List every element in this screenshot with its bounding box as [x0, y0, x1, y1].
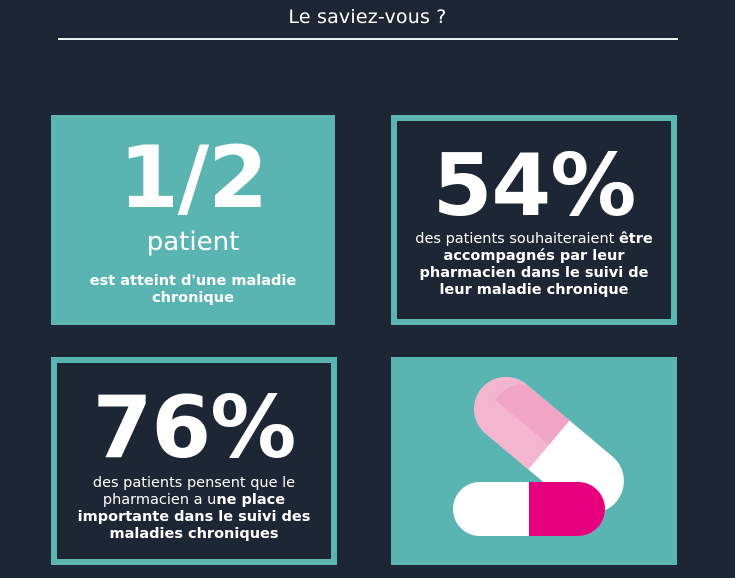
stat-description-regular: des patients pensent que le pharmacien a…: [92, 475, 296, 508]
stat-description: des patients pensent que le pharmacien a…: [57, 475, 331, 543]
title-divider: [58, 38, 678, 40]
stat-description-bold: être accompagnés par leur pharmacien dan…: [419, 231, 653, 298]
stat-card-half-patients: 1/2 patient est atteint d'une maladie ch…: [51, 115, 335, 325]
stat-description-bold: ne place importante dans le suivi des ma…: [77, 492, 311, 542]
pills-icon: [453, 377, 624, 536]
stat-description-regular: des patients souhaiteraient: [415, 231, 615, 247]
stat-card-76-percent: 76% des patients pensent que le pharmaci…: [51, 357, 337, 565]
stat-value: 76%: [92, 378, 297, 478]
stat-description: des patients souhaiteraient être accompa…: [397, 231, 671, 299]
illustration-card: [391, 357, 677, 565]
stat-card-54-percent: 54% des patients souhaiteraient être acc…: [391, 115, 677, 325]
stat-description: est atteint d'une maladie chronique: [89, 273, 297, 306]
stat-unit: patient: [146, 227, 240, 257]
stat-value: 54%: [432, 136, 637, 236]
page-title: Le saviez-vous ?: [288, 6, 447, 28]
stat-value: 1/2: [118, 128, 268, 228]
